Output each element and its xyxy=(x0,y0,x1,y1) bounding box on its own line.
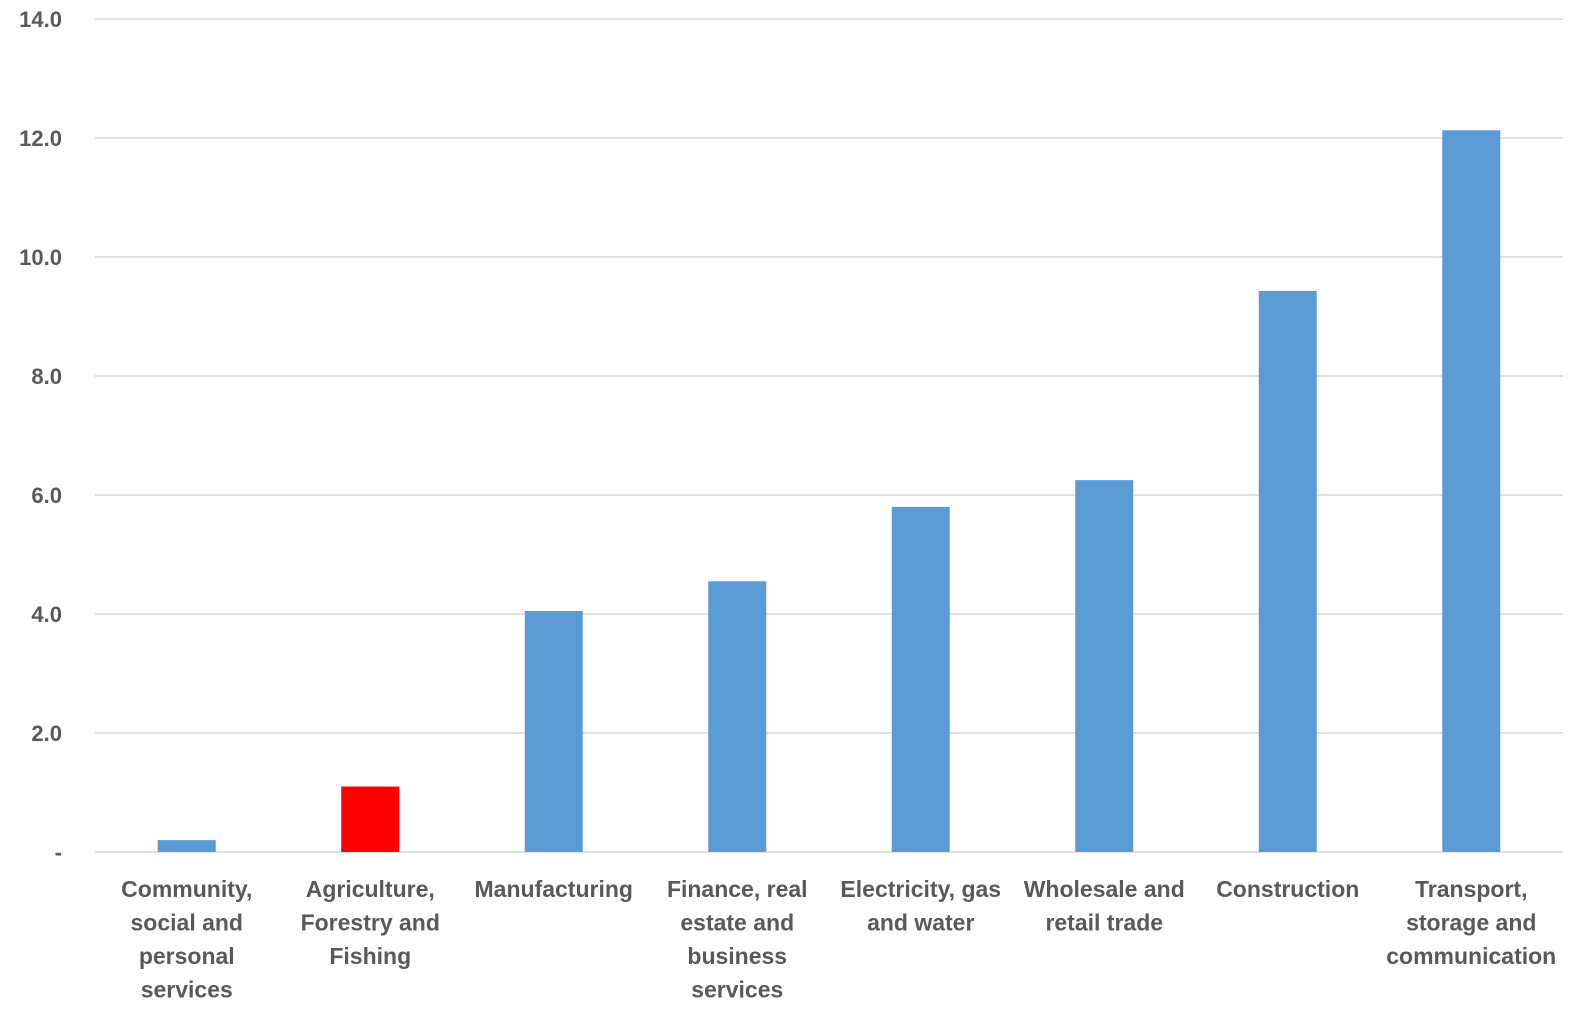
x-tick-label: Transport, storage and communication xyxy=(1386,876,1556,969)
bar xyxy=(1442,130,1501,852)
y-tick-label: 8.0 xyxy=(31,364,62,389)
bar xyxy=(341,786,400,852)
x-tick-label: Agriculture, Forestry and Fishing xyxy=(301,876,440,969)
bar xyxy=(708,581,767,852)
y-axis-tick-labels: - 2.0 4.0 6.0 8.0 10.0 12.0 14.0 xyxy=(19,7,62,865)
x-tick-label: Wholesale and retail trade xyxy=(1024,876,1185,936)
x-tick-label: Finance, real estate and business services xyxy=(667,876,808,1003)
y-tick-label: 6.0 xyxy=(31,483,62,508)
y-tick-label: 12.0 xyxy=(19,126,62,151)
bar xyxy=(524,611,583,852)
y-tick-label: 10.0 xyxy=(19,245,62,270)
bar xyxy=(1075,480,1134,852)
gridlines xyxy=(95,18,1563,853)
x-axis-tick-labels: Community, social and personal services Agri… xyxy=(121,876,1556,1003)
x-tick-label: Community, social and personal services xyxy=(121,876,252,1003)
bars xyxy=(157,130,1501,852)
y-tick-label: 14.0 xyxy=(19,7,62,32)
x-tick-label: Electricity, gas and water xyxy=(840,876,1001,936)
x-tick-label: Construction xyxy=(1216,876,1359,902)
bar xyxy=(891,506,950,852)
y-tick-label: 4.0 xyxy=(31,602,62,627)
bar xyxy=(1258,290,1317,852)
y-tick-label: 2.0 xyxy=(31,721,62,746)
y-tick-label: - xyxy=(55,840,62,865)
bar xyxy=(157,840,216,852)
x-tick-label: Manufacturing xyxy=(475,876,633,902)
